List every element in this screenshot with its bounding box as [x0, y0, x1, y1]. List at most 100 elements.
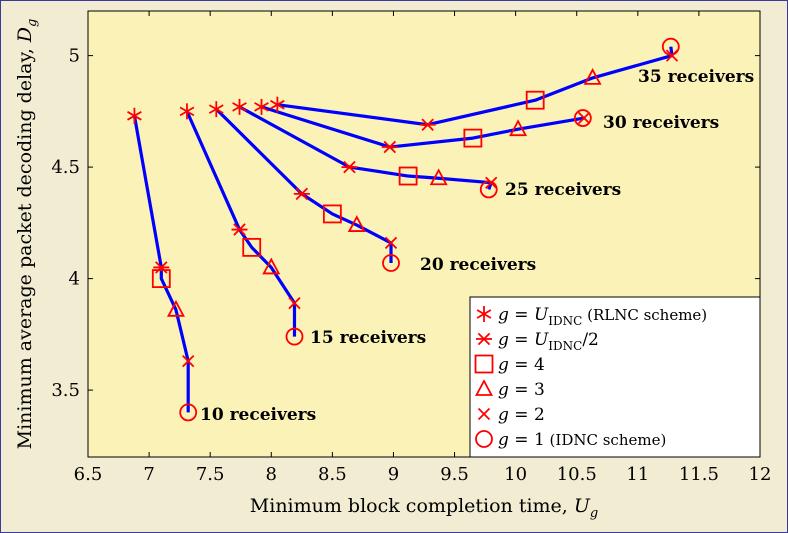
data-point	[127, 107, 142, 124]
data-point	[270, 96, 285, 113]
data-point	[573, 109, 592, 127]
legend-entry: g = 2	[498, 405, 545, 425]
y-axis-label-var: D	[14, 27, 36, 43]
triangle-marker	[429, 168, 448, 186]
data-point	[166, 299, 185, 317]
series-3: 20 receivers	[208, 101, 536, 275]
legend-var: g	[498, 430, 509, 450]
x-axis-label-var: U	[574, 495, 591, 517]
data-point	[242, 237, 262, 257]
series-1: 10 receivers	[127, 107, 316, 425]
legend-marker	[476, 332, 492, 346]
data-point	[179, 403, 198, 422]
series-label: 30 receivers	[603, 113, 719, 133]
asterisk-stroke	[477, 332, 491, 346]
series-2: 15 receivers	[179, 103, 426, 348]
asterisk-stroke	[383, 140, 397, 154]
circle-marker	[661, 37, 680, 56]
legend-eq: =	[509, 305, 534, 325]
series-line	[215, 107, 393, 263]
data-point	[285, 327, 304, 346]
legend-marker	[474, 354, 494, 374]
legend-marker	[476, 306, 492, 322]
y-axis-label-sub: g	[25, 19, 40, 27]
legend-marker	[477, 407, 491, 421]
legend-entry: g = 3	[498, 380, 545, 400]
data-point	[479, 180, 498, 199]
x-tick-label: 8	[266, 464, 277, 485]
data-point	[182, 354, 195, 368]
asterisk-stroke	[254, 102, 269, 112]
legend-suffix: (IDNC scheme)	[545, 431, 667, 449]
circle-marker	[479, 180, 498, 199]
series-4: 25 receivers	[232, 98, 621, 200]
x-axis-label-text: Minimum block completion time,	[250, 495, 574, 517]
legend-sub: IDNC	[548, 339, 582, 353]
asterisk-stroke	[127, 111, 142, 121]
data-point	[347, 215, 366, 232]
square-marker	[474, 354, 494, 374]
asterisk-stroke	[155, 261, 168, 274]
x-axis-label-sub: g	[590, 506, 598, 521]
data-point	[151, 269, 171, 289]
series-line	[132, 115, 190, 413]
data-point	[254, 98, 269, 115]
triangle-marker	[509, 119, 528, 137]
x-stroke	[477, 407, 491, 421]
legend-value: 3	[534, 380, 545, 400]
y-tick-label: 3.5	[51, 380, 80, 401]
legend-box	[469, 296, 761, 458]
legend-eq: =	[509, 430, 534, 450]
asterisk-stroke	[270, 99, 285, 110]
data-point	[398, 166, 418, 186]
legend-entry: g = 4	[498, 355, 545, 375]
x-tick-label: 7	[143, 464, 154, 485]
data-point	[661, 37, 680, 56]
legend-entry: g = 1 (IDNC scheme)	[498, 430, 666, 450]
x-tick-label: 9	[388, 464, 399, 485]
data-point	[322, 204, 342, 224]
data-point	[509, 119, 528, 137]
circle-marker	[475, 430, 493, 448]
data-point	[288, 296, 301, 310]
x-tick-label: 10.5	[557, 464, 597, 485]
y-tick-label: 4	[69, 269, 80, 290]
x-stroke	[384, 236, 398, 250]
series-label: 25 receivers	[505, 180, 621, 200]
legend-var: g	[498, 330, 509, 350]
legend-suffix: (RLNC scheme)	[582, 306, 707, 324]
y-tick-label: 4.5	[51, 157, 80, 178]
legend-var: g	[498, 305, 509, 325]
legend-eq: =	[509, 355, 534, 375]
data-point	[429, 168, 448, 186]
circle-marker	[573, 109, 592, 127]
legend-value: 1	[534, 430, 545, 450]
circle-marker	[382, 254, 400, 272]
legend-eq: =	[509, 330, 534, 350]
x-tick-label: 10	[504, 464, 527, 485]
y-tick-label: 5	[69, 46, 80, 67]
x-tick-label: 7.5	[196, 464, 225, 485]
legend-eq: =	[509, 380, 534, 400]
legend: g = UIDNC (RLNC scheme)g = UIDNC/2g = 4g…	[469, 296, 761, 458]
series-label: 20 receivers	[420, 255, 536, 275]
legend-marker	[475, 430, 493, 448]
legend-sub: IDNC	[548, 314, 582, 328]
legend-var: g	[498, 405, 509, 425]
x-tick-label: 11.5	[679, 464, 719, 485]
triangle-marker	[474, 379, 494, 396]
x-stroke	[577, 111, 591, 125]
legend-var: g	[498, 355, 509, 375]
legend-suffix: /2	[582, 330, 599, 350]
data-point	[382, 254, 400, 272]
legend-var: g	[498, 380, 509, 400]
circle-marker	[285, 327, 304, 346]
asterisk-stroke	[343, 160, 356, 174]
x-tick-label: 9.5	[440, 464, 469, 485]
legend-entry: g = UIDNC/2	[498, 330, 599, 353]
x-tick-label: 8.5	[318, 464, 347, 485]
x-tick-label: 6.5	[74, 464, 103, 485]
legend-value: 2	[534, 405, 545, 425]
asterisk-stroke	[232, 102, 247, 112]
